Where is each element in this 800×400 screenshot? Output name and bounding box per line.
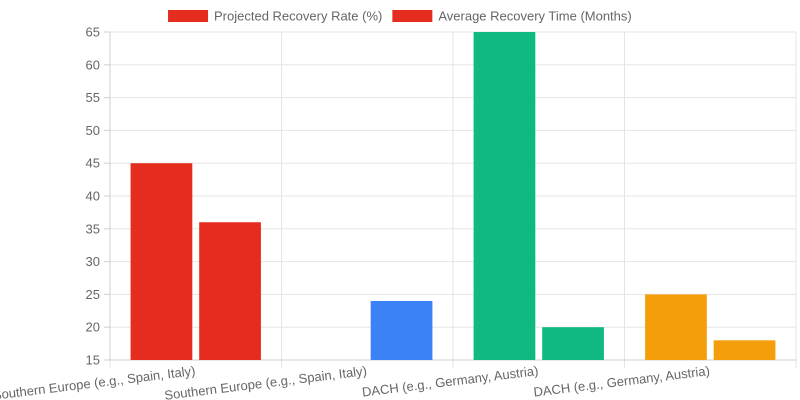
bar-series2-cat1 — [199, 222, 261, 360]
x-tick-label: DACH (e.g., Germany, Austria) — [361, 363, 539, 400]
y-tick-label: 60 — [86, 57, 100, 72]
bar-series1-cat3 — [473, 32, 536, 360]
x-axis: Southern Europe (e.g., Spain, Italy)Sout… — [0, 363, 711, 400]
y-tick-label: 30 — [86, 254, 100, 269]
y-tick-label: 40 — [86, 189, 100, 204]
legend: Projected Recovery Rate (%) Average Recov… — [168, 9, 632, 24]
legend-swatch — [392, 10, 433, 22]
y-tick-label: 35 — [86, 221, 100, 236]
y-tick-label: 65 — [86, 25, 100, 40]
bars — [130, 32, 776, 360]
legend-swatch — [168, 10, 209, 22]
y-axis: 15 20 25 30 35 40 45 50 55 60 65 — [86, 25, 100, 368]
y-tick-label: 20 — [86, 320, 100, 335]
y-tick-label: 55 — [86, 90, 100, 105]
legend-label: Average Recovery Time (Months) — [438, 9, 631, 24]
y-tick-label: 25 — [86, 287, 100, 302]
x-tick-label: DACH (e.g., Germany, Austria) — [533, 363, 711, 400]
legend-label: Projected Recovery Rate (%) — [214, 9, 382, 24]
y-tick-label: 15 — [86, 353, 100, 368]
y-tick-label: 50 — [86, 123, 100, 138]
bar-series2-cat4 — [713, 340, 776, 360]
bar-series2-cat3 — [542, 327, 604, 360]
bar-series1-cat4 — [645, 294, 707, 360]
y-tick-label: 45 — [86, 156, 100, 171]
bar-series2-cat2 — [370, 300, 433, 360]
bar-series1-cat1 — [130, 163, 193, 360]
